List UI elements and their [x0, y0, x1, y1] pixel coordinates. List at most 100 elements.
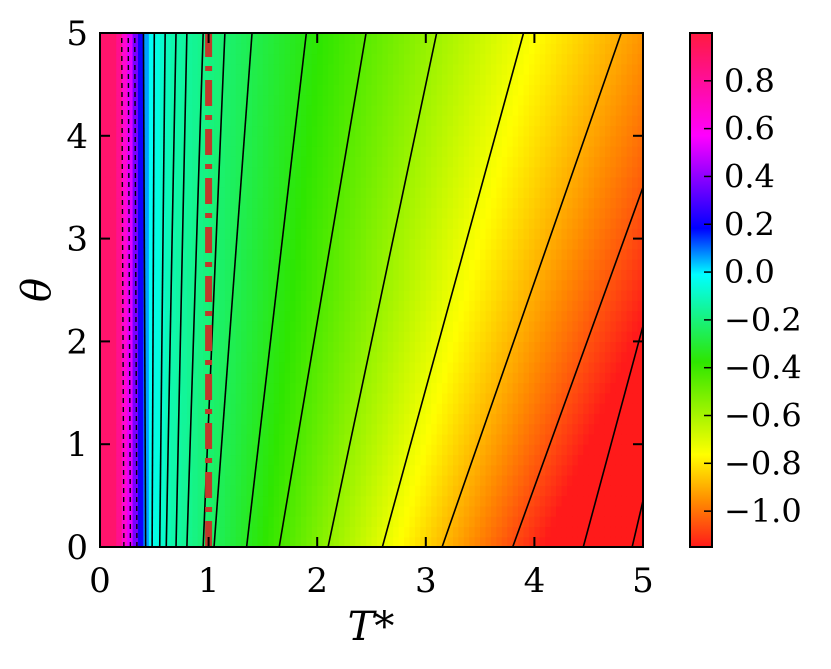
heatmap-cell [284, 475, 291, 486]
heatmap-cell [382, 33, 389, 44]
heatmap-cell [138, 361, 145, 373]
heatmap-cell [344, 320, 351, 332]
heatmap-cell [442, 485, 449, 497]
heatmap-cell [583, 300, 590, 312]
heatmap-cell [317, 135, 324, 147]
heatmap-cell [246, 187, 253, 199]
heatmap-cell [458, 197, 465, 209]
heatmap-cell [110, 43, 117, 55]
heatmap-cell [306, 166, 313, 178]
heatmap-cell [159, 43, 166, 55]
heatmap-cell [181, 197, 188, 209]
heatmap-cell [333, 135, 340, 147]
heatmap-cell [306, 526, 313, 538]
heatmap-cell [632, 290, 639, 301]
heatmap-cell [572, 536, 579, 547]
heatmap-cell [577, 94, 584, 106]
heatmap-cell [615, 156, 622, 168]
heatmap-cell [214, 485, 221, 497]
heatmap-cell [637, 269, 643, 281]
heatmap-cell [306, 53, 313, 65]
heatmap-cell [637, 238, 643, 250]
heatmap-cell [186, 279, 193, 291]
heatmap-cell [507, 536, 514, 547]
heatmap-cell [632, 485, 639, 497]
heatmap-cell [105, 382, 112, 394]
heatmap-cell [322, 413, 329, 425]
heatmap-cell [290, 63, 297, 75]
heatmap-cell [420, 53, 427, 65]
heatmap-cell [105, 94, 112, 106]
heatmap-cell [615, 320, 622, 332]
heatmap-cell [344, 392, 351, 404]
heatmap-cell [165, 331, 172, 342]
heatmap-cell [518, 104, 525, 116]
heatmap-cell [485, 43, 492, 55]
heatmap-cell [425, 125, 432, 137]
heatmap-cell [273, 156, 280, 168]
heatmap-cell [588, 115, 595, 127]
heatmap-cell [100, 475, 107, 486]
heatmap-cell [116, 84, 123, 96]
heatmap-cell [518, 331, 525, 342]
heatmap-cell [268, 94, 275, 106]
heatmap-cell [480, 331, 487, 342]
heatmap-cell [219, 403, 226, 414]
heatmap-cell [132, 464, 139, 476]
heatmap-cell [290, 197, 297, 209]
heatmap-cell [273, 115, 280, 127]
heatmap-cell [626, 166, 633, 178]
heatmap-cell [262, 248, 269, 260]
heatmap-cell [376, 351, 383, 363]
heatmap-cell [241, 146, 248, 157]
heatmap-cell [398, 423, 405, 435]
heatmap-cell [507, 207, 514, 219]
heatmap-cell [322, 248, 329, 260]
heatmap-cell [463, 125, 470, 137]
heatmap-cell [224, 248, 231, 260]
heatmap-cell [523, 382, 530, 394]
heatmap-cell [626, 423, 633, 435]
heatmap-cell [393, 238, 400, 250]
heatmap-cell [246, 84, 253, 96]
heatmap-cell [561, 495, 568, 507]
heatmap-cell [577, 536, 584, 547]
heatmap-cell [333, 464, 340, 476]
heatmap-cell [360, 207, 367, 219]
heatmap-cell [284, 536, 291, 547]
heatmap-cell [328, 53, 335, 65]
heatmap-cell [382, 115, 389, 127]
heatmap-cell [344, 454, 351, 466]
heatmap-cell [328, 444, 335, 456]
heatmap-cell [338, 382, 345, 394]
heatmap-cell [496, 536, 503, 547]
heatmap-cell [257, 475, 264, 486]
heatmap-cell [550, 63, 557, 75]
heatmap-cell [143, 187, 150, 199]
heatmap-cell [110, 228, 117, 240]
heatmap-cell [279, 43, 286, 55]
heatmap-cell [268, 382, 275, 394]
heatmap-cell [138, 392, 145, 404]
heatmap-cell [197, 423, 204, 435]
heatmap-cell [425, 331, 432, 342]
heatmap-cell [105, 495, 112, 507]
heatmap-cell [306, 176, 313, 188]
heatmap-cell [376, 176, 383, 188]
heatmap-cell [328, 84, 335, 96]
heatmap-cell [333, 279, 340, 291]
heatmap-cell [197, 351, 204, 363]
heatmap-cell [241, 382, 248, 394]
heatmap-cell [490, 207, 497, 219]
heatmap-cell [257, 413, 264, 425]
heatmap-cell [507, 485, 514, 497]
heatmap-cell [534, 454, 541, 466]
heatmap-cell [252, 413, 259, 425]
heatmap-cell [621, 166, 628, 178]
heatmap-cell [496, 372, 503, 384]
heatmap-cell [626, 300, 633, 312]
heatmap-cell [333, 104, 340, 116]
heatmap-cell [485, 433, 492, 445]
heatmap-cell [469, 63, 476, 75]
heatmap-cell [219, 290, 226, 301]
